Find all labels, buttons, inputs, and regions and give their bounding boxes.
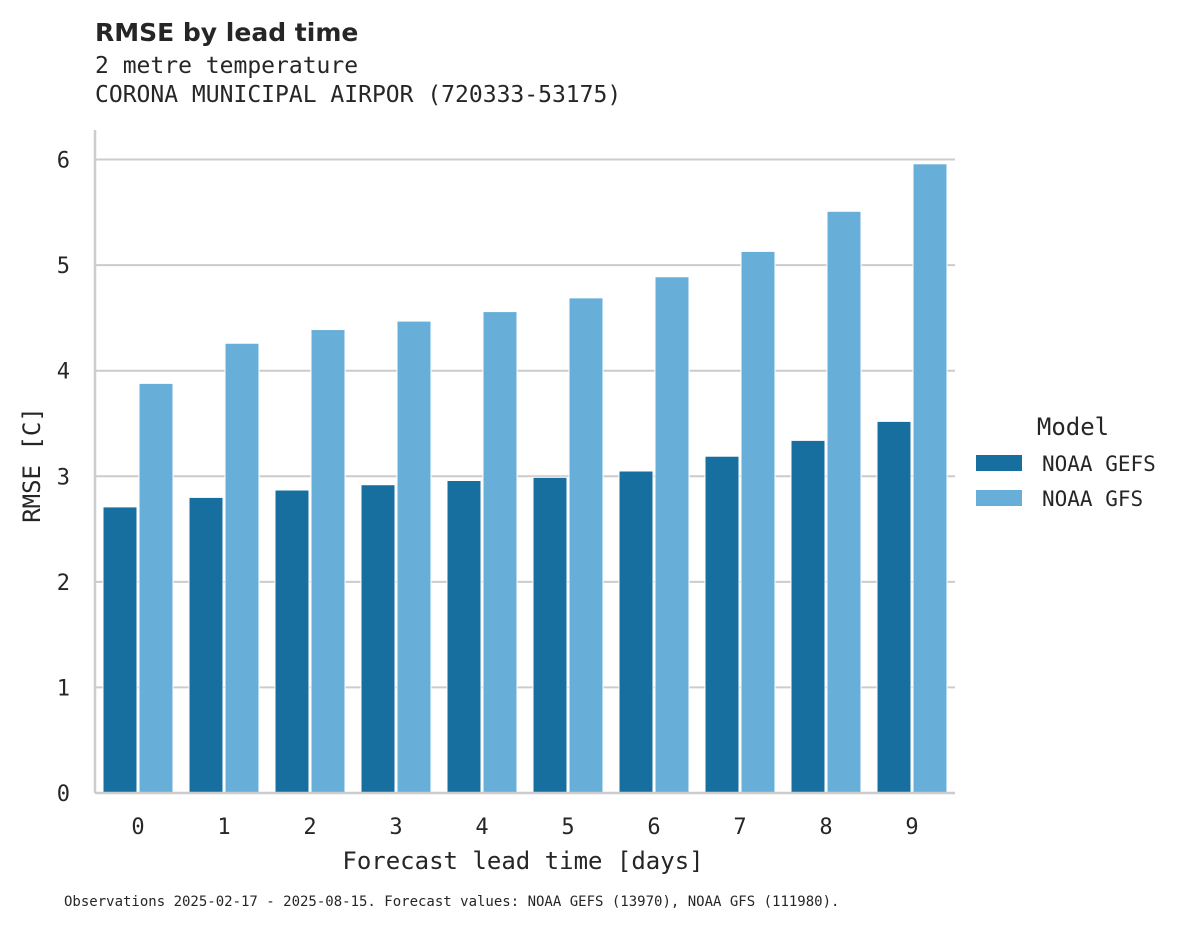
x-tick-label: 8 xyxy=(819,815,832,840)
bar-noaa-gefs xyxy=(618,470,654,794)
bar-noaa-gefs xyxy=(274,489,310,794)
bar-noaa-gefs xyxy=(360,484,396,794)
x-tick-label: 9 xyxy=(905,815,918,840)
x-tick-label: 6 xyxy=(647,815,660,840)
bar-noaa-gefs xyxy=(876,420,912,794)
legend-label-noaa-gefs: NOAA GEFS xyxy=(1042,452,1156,476)
bar-noaa-gefs xyxy=(102,506,138,794)
y-tick-labels: 0 1 2 3 4 5 6 xyxy=(57,149,70,807)
bar-noaa-gfs xyxy=(224,342,260,794)
bar-noaa-gfs xyxy=(310,329,346,794)
chart-subtitle-variable: 2 metre temperature xyxy=(95,53,358,79)
y-tick-label: 3 xyxy=(57,465,70,490)
bar-noaa-gfs xyxy=(740,250,776,794)
y-tick-label: 0 xyxy=(57,782,70,807)
y-tick-label: 4 xyxy=(57,360,70,385)
footnote: Observations 2025-02-17 - 2025-08-15. Fo… xyxy=(64,894,839,910)
bar-noaa-gfs xyxy=(138,382,174,794)
bar-noaa-gefs xyxy=(188,496,224,794)
bar-noaa-gfs xyxy=(568,297,604,794)
legend-swatch-noaa-gefs xyxy=(976,455,1022,471)
legend-swatch-noaa-gfs xyxy=(976,490,1022,506)
y-axis-label: RMSE [C] xyxy=(18,407,46,523)
y-tick-label: 2 xyxy=(57,571,70,596)
x-tick-label: 5 xyxy=(561,815,574,840)
bar-noaa-gfs xyxy=(396,320,432,794)
legend-title: Model xyxy=(1037,413,1109,441)
x-tick-label: 0 xyxy=(131,815,144,840)
chart-subtitle-station: CORONA MUNICIPAL AIRPOR (720333-53175) xyxy=(95,82,621,108)
y-tick-label: 1 xyxy=(57,676,70,701)
axes xyxy=(93,130,955,795)
bar-noaa-gfs xyxy=(912,163,948,794)
bar-noaa-gefs xyxy=(790,439,826,794)
gridlines xyxy=(95,158,955,689)
bar-noaa-gefs xyxy=(704,455,740,794)
y-tick-label: 6 xyxy=(57,149,70,174)
x-axis-label: Forecast lead time [days] xyxy=(342,847,703,875)
bars xyxy=(102,163,948,794)
x-tick-label: 4 xyxy=(475,815,488,840)
x-tick-label: 3 xyxy=(389,815,402,840)
x-tick-label: 1 xyxy=(217,815,230,840)
bar-noaa-gefs xyxy=(532,476,568,794)
bar-noaa-gfs xyxy=(826,210,862,794)
x-tick-label: 2 xyxy=(303,815,316,840)
x-tick-label: 7 xyxy=(733,815,746,840)
legend: Model NOAA GEFS NOAA GFS xyxy=(976,413,1156,511)
y-tick-label: 5 xyxy=(57,254,70,279)
bar-noaa-gefs xyxy=(446,480,482,794)
bar-noaa-gfs xyxy=(654,276,690,794)
legend-label-noaa-gfs: NOAA GFS xyxy=(1042,487,1143,511)
bar-noaa-gfs xyxy=(482,311,518,794)
chart-title: RMSE by lead time xyxy=(95,18,358,47)
x-tick-labels: 0 1 2 3 4 5 6 7 8 9 xyxy=(131,815,918,840)
